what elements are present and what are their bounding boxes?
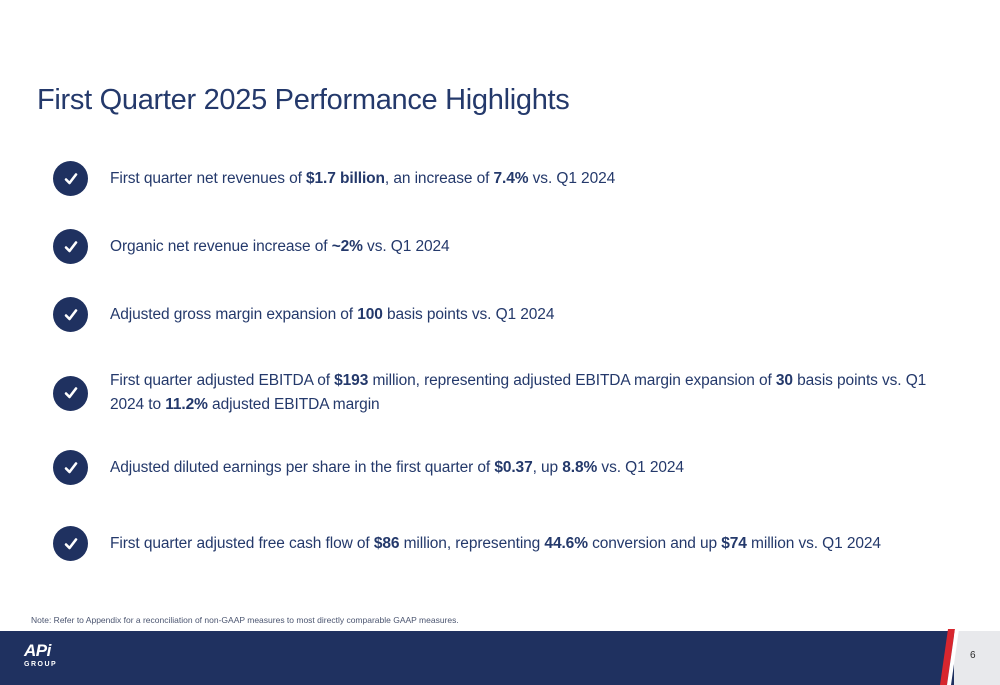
highlight-item: Organic net revenue increase of ~2% vs. … [53,229,450,264]
logo-subtitle: GROUP [24,661,58,668]
checkmark-icon [53,297,88,332]
highlight-item: Adjusted diluted earnings per share in t… [53,450,684,485]
highlight-text: Organic net revenue increase of ~2% vs. … [110,237,450,255]
highlight-item: First quarter adjusted free cash flow of… [53,526,881,561]
logo-wordmark: APi [24,641,51,660]
checkmark-icon [53,450,88,485]
highlight-text: Adjusted gross margin expansion of 100 b… [110,305,555,323]
page-title: First Quarter 2025 Performance Highlight… [37,84,570,116]
page-number: 6 [970,650,976,661]
highlight-item: First quarter adjusted EBITDA of $193 mi… [53,369,950,417]
accent-slash-icon [940,629,959,685]
highlight-item: First quarter net revenues of $1.7 billi… [53,161,615,196]
checkmark-icon [53,229,88,264]
checkmark-icon [53,375,88,411]
company-logo: APi GROUP [24,641,58,669]
highlight-item: Adjusted gross margin expansion of 100 b… [53,297,554,332]
footer-bar: APi GROUP [0,631,1000,685]
highlight-text: First quarter net revenues of $1.7 billi… [110,169,616,187]
checkmark-icon [53,161,88,196]
checkmark-icon [53,526,88,561]
page-number-tab [954,631,1000,685]
footnote: Note: Refer to Appendix for a reconcilia… [31,615,459,625]
highlight-text: Adjusted diluted earnings per share in t… [110,458,684,476]
highlight-text: First quarter adjusted free cash flow of… [110,534,881,552]
highlight-text: First quarter adjusted EBITDA of $193 mi… [110,372,927,413]
